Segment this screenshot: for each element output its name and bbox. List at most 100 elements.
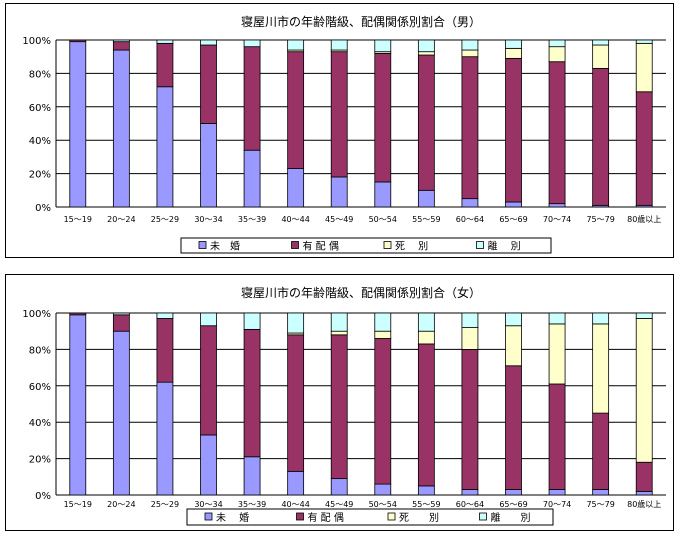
female-bar-segment-2	[592, 412, 610, 490]
female-legend-swatch	[204, 512, 213, 521]
female-x-tick-label: 65～69	[499, 500, 527, 509]
female-bar-segment-4	[374, 312, 392, 332]
female-bar-segment-1	[330, 478, 348, 496]
female-bar-segment-4	[200, 312, 217, 327]
female-bar-segment-1	[505, 489, 522, 496]
male-y-tick-label: 100%	[22, 36, 51, 47]
male-legend-label: 離 別	[488, 240, 521, 253]
female-bar-segment-4	[548, 312, 566, 325]
female-bar-segment-3	[548, 323, 566, 385]
male-bar-segment-1	[548, 203, 566, 208]
female-bar-segment-2	[112, 314, 130, 332]
male-chart-title: 寝屋川市の年齢階級、配偶関係別割合（男）	[241, 14, 481, 29]
female-bar-segment-2	[156, 318, 174, 383]
chart-panel-female: 寝屋川市の年齢階級、配偶関係別割合（女） 0% 20% 40% 60% 80% 100% 15…	[5, 274, 674, 531]
male-y-tick-label: 60%	[29, 103, 51, 114]
female-legend-label: 有 配 偶	[308, 511, 344, 524]
male-bar-segment-1	[287, 168, 305, 208]
female-y-tick-label: 100%	[22, 309, 51, 320]
female-bar-segment-2	[69, 312, 87, 316]
female-bar-segment-2	[417, 343, 435, 487]
male-bar-segment-2	[112, 41, 130, 51]
male-x-tick-label: 25～29	[151, 215, 179, 224]
female-bar-segment-3	[417, 330, 435, 345]
female-bar-segment-4	[243, 312, 261, 330]
female-bar-segment-3	[635, 318, 653, 463]
female-bar-segment-2	[548, 383, 566, 490]
male-legend-label: 未 婚	[210, 240, 240, 253]
female-bar-segment-4	[287, 312, 305, 334]
male-bar-segment-3	[417, 51, 435, 56]
female-legend-swatch	[387, 512, 396, 521]
female-bar-segment-2	[287, 334, 305, 472]
female-bar-segment-4	[156, 312, 174, 319]
female-bar-segment-1	[635, 490, 653, 496]
female-legend-label: 死 別	[399, 512, 439, 524]
female-x-tick-label: 45～49	[325, 500, 353, 509]
female-x-tick-label: 20～24	[107, 500, 135, 509]
male-bar-segment-2	[417, 54, 435, 191]
male-bar-segment-3	[635, 42, 653, 93]
male-x-tick-label: 35～39	[238, 215, 266, 224]
male-bar-segment-2	[635, 91, 653, 206]
female-bar-segment-1	[69, 314, 87, 496]
male-bar-segment-4	[505, 39, 522, 49]
male-bar-segment-1	[374, 181, 392, 208]
female-bar-segment-3	[461, 327, 479, 350]
male-bar-segment-4	[112, 39, 130, 43]
male-x-tick-label: 80歳以上	[627, 214, 661, 224]
male-bar-segment-1	[200, 123, 217, 208]
female-bar-segment-3	[592, 323, 610, 414]
male-bar-segment-3	[592, 44, 610, 69]
male-y-tick-label: 20%	[29, 170, 51, 181]
male-bar-segment-1	[243, 149, 261, 208]
chart-female: 寝屋川市の年齢階級、配偶関係別割合（女） 0% 20% 40% 60% 80% 100% 15…	[22, 285, 666, 526]
female-y-tick-label: 40%	[29, 418, 51, 429]
female-bar-segment-4	[592, 312, 610, 325]
female-bar-segment-4	[461, 312, 479, 328]
female-bar-segment-4	[635, 312, 653, 319]
male-x-tick-label: 50～54	[369, 215, 397, 224]
female-bar-segment-4	[330, 312, 348, 332]
female-y-tick-label: 0%	[35, 491, 51, 502]
female-bar-segment-1	[112, 330, 130, 496]
male-x-tick-label: 15～19	[64, 215, 92, 224]
female-bar-segment-2	[635, 461, 653, 492]
female-bar-segment-3	[330, 330, 348, 336]
male-x-tick-label: 40～44	[281, 215, 309, 224]
female-legend-swatch	[479, 512, 487, 521]
female-bar-segment-1	[461, 489, 479, 496]
male-bar-segment-2	[548, 61, 566, 205]
male-bar-segment-4	[417, 39, 435, 53]
male-bar-segment-4	[287, 39, 305, 51]
male-legend	[180, 237, 552, 254]
female-bar-segment-1	[592, 489, 610, 496]
female-chart-title: 寝屋川市の年齢階級、配偶関係別割合（女）	[241, 285, 481, 300]
female-y-tick-label: 80%	[29, 345, 51, 356]
female-legend-label: 離 別	[491, 511, 531, 524]
female-bar-segment-2	[200, 325, 217, 436]
male-bar-segment-4	[461, 39, 479, 51]
female-x-tick-label: 70～74	[543, 500, 571, 509]
male-legend-label: 有 配 偶	[303, 240, 339, 253]
male-bar-segment-2	[243, 46, 261, 151]
male-bar-segment-4	[374, 39, 392, 53]
male-bar-segment-3	[505, 47, 522, 59]
female-legend-label: 未 婚	[216, 511, 249, 524]
male-x-tick-label: 30～34	[194, 215, 222, 224]
male-y-tick-label: 80%	[29, 69, 51, 80]
female-bar-segment-4	[505, 312, 522, 327]
male-y-tick-label: 40%	[29, 136, 51, 147]
female-bar-segment-1	[243, 456, 261, 496]
male-x-tick-label: 65～69	[499, 215, 527, 224]
male-x-tick-label: 60～64	[456, 215, 484, 224]
male-legend-swatch	[476, 241, 484, 249]
male-bar-segment-1	[156, 86, 174, 208]
male-bar-segment-2	[69, 39, 87, 43]
male-bar-segment-1	[330, 176, 348, 208]
male-bar-segment-2	[374, 52, 392, 183]
male-bar-segment-4	[548, 39, 566, 48]
male-bar-segment-1	[112, 49, 130, 208]
female-x-tick-label: 60～64	[456, 500, 484, 509]
male-bar-segment-1	[417, 189, 435, 208]
